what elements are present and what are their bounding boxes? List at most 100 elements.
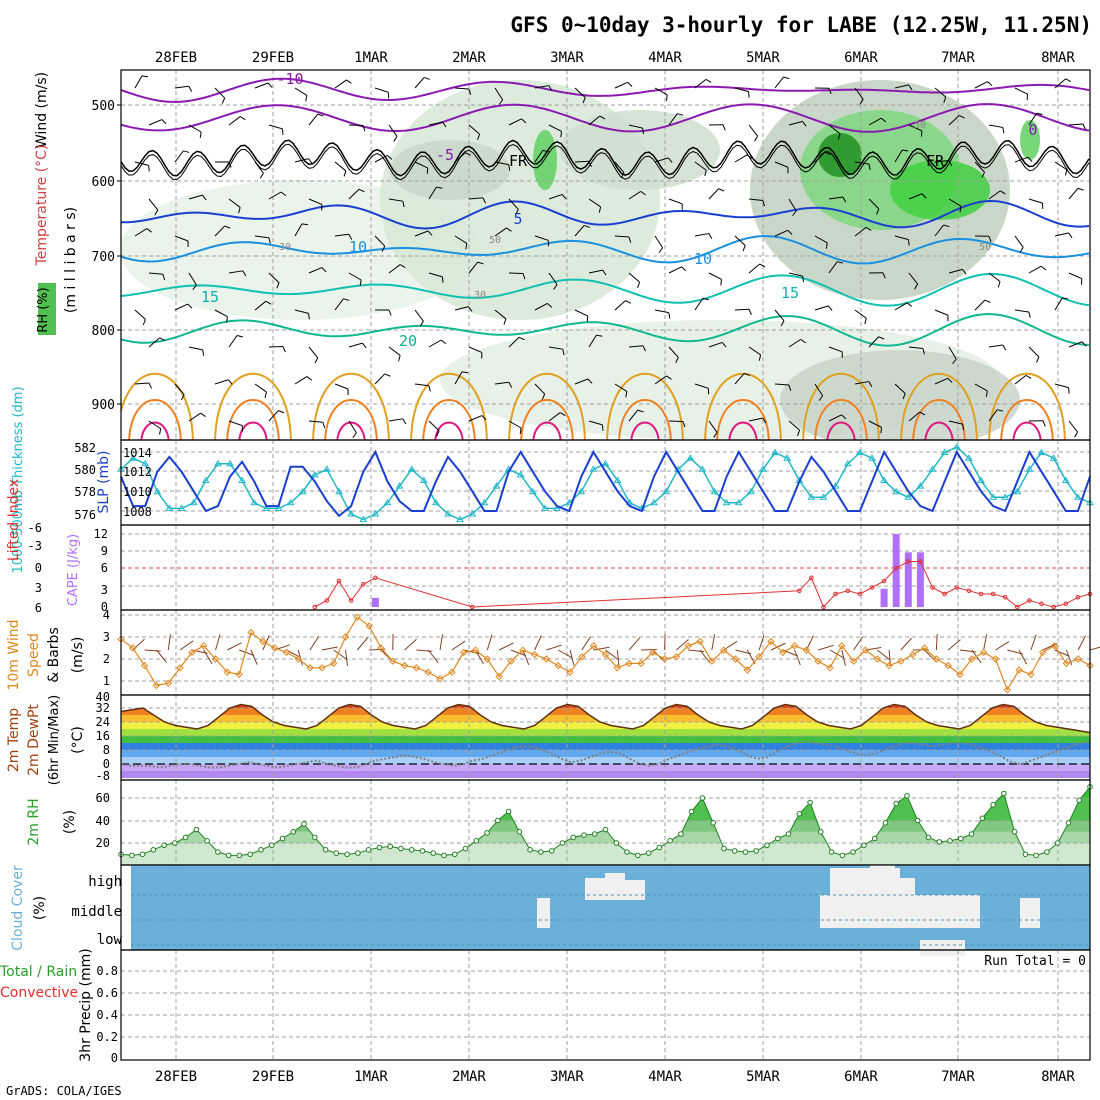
rh-point [1022,851,1029,858]
wind-barb [842,196,847,203]
wind-barb [188,194,203,200]
temp-axis-label: 2m Temp [6,708,22,772]
wind-barb [1042,420,1046,427]
wind-barb [214,225,226,237]
wind-barb [560,131,562,138]
wind-barb [264,391,267,398]
wind-barb [828,261,838,274]
wind-barb [468,261,479,274]
wind-barb [783,76,790,80]
wind-barb [628,236,632,243]
date-tick-label: 1MAR [354,1069,388,1085]
wind-barb [1065,78,1072,83]
thickness-point [989,493,997,500]
rh-point [419,848,426,854]
lifted-index-point [918,559,923,564]
wind-barb [343,170,347,177]
wind-barb [534,635,542,651]
wind-speed-point [459,648,468,657]
rh-point [1001,790,1007,797]
wind-barb [734,308,750,311]
wind-barb [948,268,963,274]
temp-band [121,764,1090,771]
temp-contour-warm [121,372,194,440]
wind-barb [546,644,562,651]
contour-label: 15 [201,288,219,306]
contour-label: 50 [914,120,926,131]
wind-speed-point [507,657,515,665]
lifted-index-point [373,575,378,581]
wind-barb [1007,649,1023,655]
wind-barb [494,227,507,237]
wind-speed-point [164,679,173,687]
wind-barb [721,342,727,348]
wind-barb [854,87,864,100]
wind-barb [503,318,507,325]
contour-label: 15 [781,284,799,302]
thickness-point [468,510,477,517]
wind-barb [614,300,626,311]
temp-band [121,750,1090,757]
wind-barb [308,420,323,423]
rh-point [581,832,587,838]
cape-bar [371,597,379,607]
wind-speed-point [601,650,610,659]
wind-barb [1036,112,1043,115]
li-tick-label: -6 [28,521,42,535]
wind-barb [322,422,326,429]
thickness-tick-label: 580 [74,463,96,477]
contour-label: 30 [474,290,486,301]
wind-barb [974,161,985,173]
wind-barb [461,371,469,374]
wind-barb [748,309,752,315]
wind-barb [398,355,401,362]
wind-barb [294,158,309,163]
wind-barb [436,186,443,189]
wind-barb [174,303,188,311]
thickness-point [250,498,259,506]
wind-barb [708,233,713,239]
thickness-point [141,459,150,467]
temp-band [121,729,1090,736]
wind-barb [534,150,544,163]
wind-barb [734,87,749,93]
rh-point [818,829,824,835]
wind-barb [894,235,909,241]
wind-barb [744,372,751,376]
wind-barb [348,272,362,281]
wind-barb [1028,198,1043,204]
rh-point [333,850,340,856]
rh-axis-label: (%) [62,810,78,834]
wind-speed-point [140,661,149,670]
thickness-point [807,493,816,500]
temp-contour-warm [988,372,1066,440]
wind-barb [1028,265,1042,274]
wind-barb [908,411,921,422]
temp-band [121,757,1090,764]
wind-barb [167,634,171,651]
thickness-point [952,443,961,450]
lifted-index-point [1002,595,1008,600]
rh-point [484,830,490,836]
wind-speed-point [589,642,598,650]
temp-tick-label: 8 [103,743,110,757]
wind-speed-point [519,646,527,654]
wind-barb [814,235,828,244]
wind-barb [1030,634,1037,651]
precip-axis-label: 3hr Precip (mm) [78,948,94,1061]
wind-barb [180,394,185,401]
wind-axis-label: & Barbs [46,627,62,683]
lifted-index-point [348,598,354,603]
thickness-point [1049,454,1058,461]
wind-barb [642,128,644,135]
wind-barb [935,633,938,651]
lifted-index-point [324,598,330,603]
wind-barb [348,188,360,200]
thickness-point [456,515,464,523]
thickness-point [831,482,840,489]
wind-barb [987,81,993,87]
wind-barb [587,378,593,384]
rh-point [591,831,598,837]
wind-barb [1054,232,1069,237]
wind-barb [814,383,824,397]
